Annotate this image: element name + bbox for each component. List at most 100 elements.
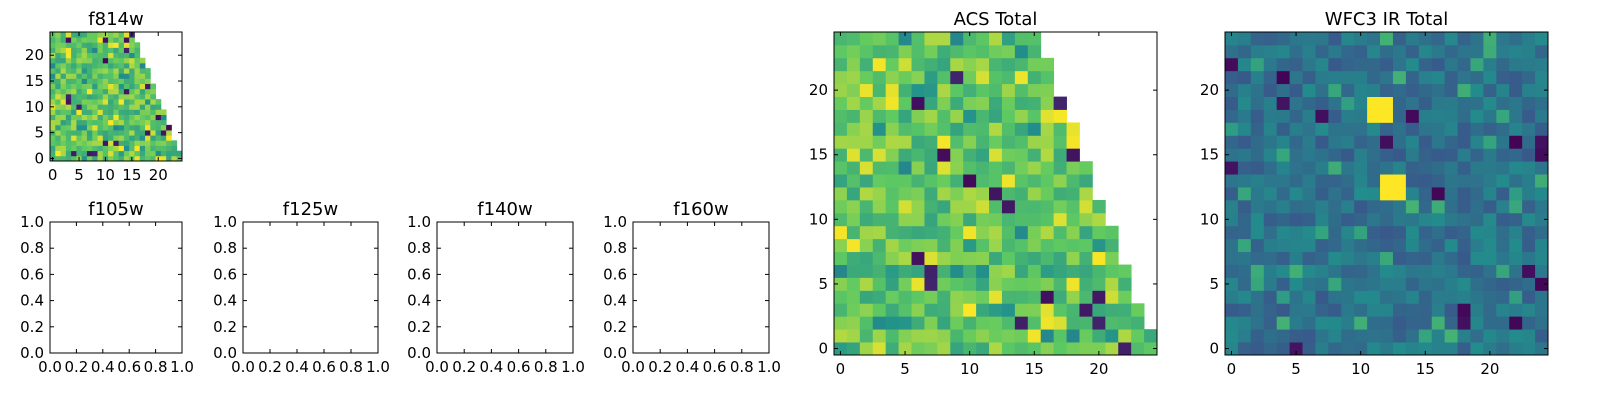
heatmap-cell xyxy=(1328,174,1342,188)
heatmap-cell xyxy=(1066,251,1080,265)
heatmap-cell xyxy=(92,62,98,69)
heatmap-cell xyxy=(1483,225,1497,240)
heatmap-cell xyxy=(872,109,887,123)
heatmap-cell xyxy=(108,99,114,105)
heatmap-cell xyxy=(1496,57,1510,72)
heatmap-cell xyxy=(1444,161,1458,175)
heatmap-cell xyxy=(950,225,964,240)
x-tick-label: 0.8 xyxy=(730,358,754,376)
heatmap-cell xyxy=(86,73,93,79)
heatmap-cell xyxy=(911,290,925,304)
heatmap-cell xyxy=(71,32,77,38)
heatmap-cell xyxy=(1418,238,1433,253)
heatmap-cell xyxy=(963,161,977,175)
heatmap-cell xyxy=(1405,225,1420,240)
heatmap-cell xyxy=(71,78,77,84)
heatmap-cell xyxy=(1354,57,1368,72)
heatmap-cell xyxy=(1079,187,1093,201)
heatmap-cell xyxy=(108,119,114,126)
heatmap-cell xyxy=(1431,109,1446,123)
heatmap-cell xyxy=(118,145,125,152)
heatmap-cell xyxy=(134,78,141,84)
heatmap-cell xyxy=(1263,212,1278,227)
heatmap-cell xyxy=(834,44,848,59)
heatmap-cell xyxy=(55,73,61,79)
heatmap-cell xyxy=(150,140,156,146)
heatmap-cell xyxy=(1315,277,1329,291)
heatmap-cell xyxy=(145,88,151,95)
heatmap-cell xyxy=(1302,174,1316,188)
heatmap-cell xyxy=(92,155,98,162)
y-tick-label: 15 xyxy=(1200,146,1219,164)
heatmap-cell xyxy=(1509,174,1523,188)
heatmap-cell xyxy=(1418,212,1433,227)
heatmap-cell xyxy=(113,135,120,141)
heatmap-cell xyxy=(108,52,114,59)
heatmap-cell xyxy=(60,124,67,131)
heatmap-cell xyxy=(1315,122,1329,136)
heatmap-cell xyxy=(1302,32,1316,46)
heatmap-cell xyxy=(1040,70,1055,85)
heatmap-cell xyxy=(1522,57,1536,72)
heatmap-cell xyxy=(989,199,1003,214)
heatmap-cell xyxy=(1380,174,1394,188)
heatmap-cell xyxy=(1263,109,1278,123)
heatmap-cell xyxy=(1392,277,1407,291)
heatmap-cell xyxy=(160,145,167,152)
heatmap-cell xyxy=(55,124,61,131)
heatmap-cell xyxy=(1380,212,1394,227)
heatmap-cell xyxy=(65,109,72,115)
heatmap-cell xyxy=(65,57,72,64)
heatmap-cell xyxy=(60,150,67,157)
heatmap-cell xyxy=(1509,122,1523,136)
heatmap-cell xyxy=(102,119,109,126)
y-tick-label: 0.4 xyxy=(213,292,237,310)
heatmap-cell xyxy=(1079,303,1093,317)
heatmap-cell xyxy=(1302,96,1316,110)
heatmap-cell xyxy=(937,316,951,330)
heatmap-cell xyxy=(924,225,938,240)
heatmap-cell xyxy=(65,104,72,110)
heatmap-cell xyxy=(1328,83,1342,97)
heatmap-cell xyxy=(118,88,125,95)
heatmap-cell xyxy=(1483,187,1497,201)
y-tick-label: 10 xyxy=(1200,210,1219,228)
heatmap-cell xyxy=(859,290,874,304)
heatmap-cell xyxy=(1001,96,1016,110)
heatmap-cell xyxy=(97,124,104,131)
heatmap-cell xyxy=(963,83,977,97)
heatmap-cell xyxy=(1250,329,1265,343)
heatmap-cell xyxy=(150,119,156,126)
heatmap-cell xyxy=(1367,187,1381,201)
heatmap-cell xyxy=(139,68,146,74)
heatmap-cell xyxy=(1040,174,1055,188)
heatmap-cell xyxy=(86,47,93,54)
heatmap-cell xyxy=(1014,342,1029,356)
heatmap-cell xyxy=(65,68,72,74)
heatmap-cell xyxy=(1289,109,1303,123)
x-tick-label: 1.0 xyxy=(170,358,194,376)
heatmap-cell xyxy=(1354,174,1368,188)
heatmap-cell xyxy=(1289,187,1303,201)
heatmap-cell xyxy=(1014,96,1029,110)
heatmap-cell xyxy=(1001,109,1016,123)
heatmap-cell xyxy=(1027,329,1042,343)
heatmap-cell xyxy=(950,329,964,343)
heatmap-cell xyxy=(950,342,964,356)
heatmap-cell xyxy=(859,161,874,175)
heatmap-cell xyxy=(1118,264,1132,278)
heatmap-cell xyxy=(76,83,83,90)
heatmap-cell xyxy=(76,119,83,126)
heatmap-cell xyxy=(145,119,151,126)
heatmap-cell xyxy=(1509,290,1523,304)
heatmap-cell xyxy=(86,140,93,146)
heatmap-cell xyxy=(86,99,93,105)
heatmap-cell xyxy=(937,277,951,291)
heatmap-cell xyxy=(1367,238,1381,253)
heatmap-cell xyxy=(872,277,887,291)
heatmap-cell xyxy=(108,32,114,38)
heatmap-cell xyxy=(123,88,130,95)
heatmap-cell xyxy=(1509,251,1523,265)
heatmap-cell xyxy=(1522,303,1536,317)
y-tick-label: 15 xyxy=(809,146,828,164)
